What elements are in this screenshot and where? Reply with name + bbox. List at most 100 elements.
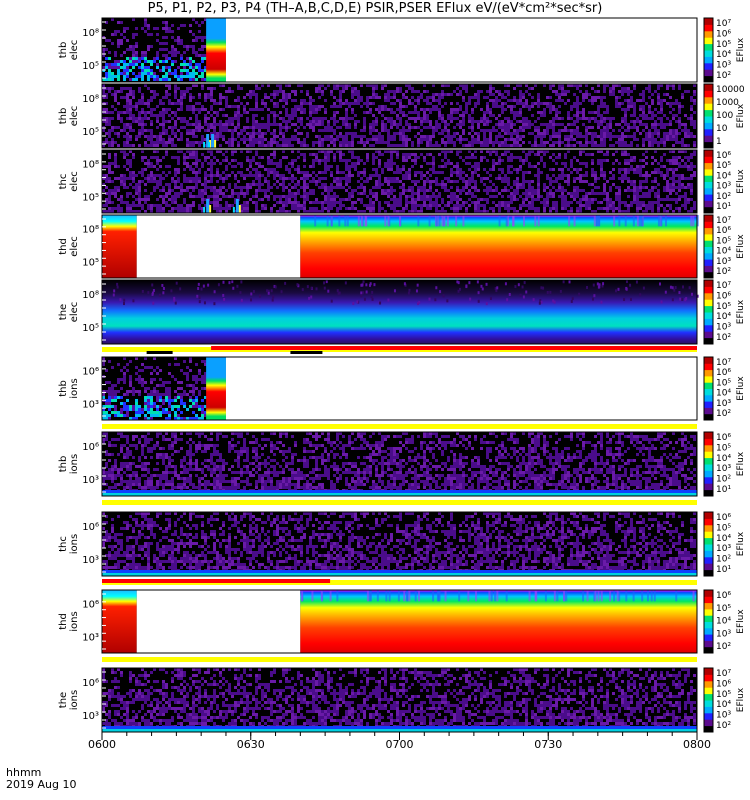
spectral-cell bbox=[216, 114, 219, 117]
spectral-cell bbox=[684, 195, 687, 198]
spectral-cell bbox=[180, 192, 183, 195]
spectral-cell bbox=[336, 177, 339, 180]
spectral-cell bbox=[126, 144, 129, 147]
spectral-cell bbox=[600, 207, 603, 210]
spectral-cell bbox=[423, 186, 426, 189]
spectral-cell bbox=[363, 174, 366, 177]
spectral-cell bbox=[333, 117, 336, 120]
spectral-cell bbox=[354, 168, 357, 171]
spectral-cell bbox=[372, 207, 375, 210]
spectral-cell bbox=[138, 114, 141, 117]
spectral-cell bbox=[284, 281, 287, 285]
spectral-cell bbox=[390, 189, 393, 192]
spectral-cell bbox=[624, 210, 627, 213]
spectral-cell bbox=[198, 75, 201, 78]
spectral-cell bbox=[585, 195, 588, 198]
spectral-cell bbox=[333, 123, 336, 126]
spectral-cell bbox=[117, 75, 120, 78]
spectral-cell bbox=[594, 174, 597, 177]
spectral-cell bbox=[207, 123, 210, 126]
spectral-cell bbox=[552, 174, 555, 177]
spectral-cell bbox=[396, 198, 399, 201]
colorbar-swatch bbox=[704, 156, 713, 164]
spectral-cell bbox=[126, 96, 129, 99]
spectral-cell bbox=[585, 180, 588, 183]
spectral-cell bbox=[156, 204, 159, 207]
spectral-cell bbox=[321, 117, 324, 120]
spectral-cell bbox=[345, 123, 348, 126]
spectral-cell bbox=[687, 198, 690, 201]
spectral-cell bbox=[309, 126, 312, 129]
spectral-cell bbox=[492, 168, 495, 171]
spectral-cell bbox=[543, 150, 546, 153]
spectral-cell bbox=[309, 114, 312, 117]
spectral-cell bbox=[219, 96, 222, 99]
spectral-cell bbox=[297, 180, 300, 183]
spectral-cell bbox=[402, 141, 405, 144]
spectral-cell bbox=[561, 198, 564, 201]
spectral-cell bbox=[144, 210, 147, 213]
spectral-cell bbox=[609, 117, 612, 120]
spectral-cell bbox=[246, 201, 249, 204]
spectral-cell bbox=[639, 293, 642, 297]
spectral-cell bbox=[387, 204, 390, 207]
spectral-cell bbox=[252, 90, 255, 93]
spectral-cell bbox=[336, 186, 339, 189]
spectral-cell bbox=[645, 87, 648, 90]
spectral-cell bbox=[498, 215, 501, 227]
spectral-cell bbox=[459, 177, 462, 180]
spectral-cell bbox=[555, 117, 558, 120]
spectral-cell bbox=[174, 174, 177, 177]
spectral-cell bbox=[390, 156, 393, 159]
spectral-cell bbox=[189, 168, 192, 171]
colorbar-swatch bbox=[704, 200, 713, 208]
spectral-cell bbox=[450, 111, 453, 114]
spectral-cell bbox=[570, 123, 573, 126]
spectral-cell bbox=[483, 189, 486, 192]
spectral-cell bbox=[399, 99, 402, 102]
spectral-cell bbox=[255, 96, 258, 99]
spectral-cell bbox=[672, 114, 675, 117]
spectral-cell bbox=[162, 132, 165, 135]
spectral-cell bbox=[237, 135, 240, 138]
spectral-cell bbox=[582, 123, 585, 126]
spectral-cell bbox=[621, 177, 624, 180]
spectral-cell bbox=[690, 168, 693, 171]
spectral-cell bbox=[276, 174, 279, 177]
spectral-cell bbox=[657, 102, 660, 105]
spectral-cell bbox=[186, 150, 189, 153]
spectral-cell bbox=[678, 189, 681, 192]
spectral-cell bbox=[393, 171, 396, 174]
spectral-cell bbox=[333, 120, 336, 123]
spectral-cell bbox=[219, 210, 222, 213]
spectral-cell bbox=[111, 180, 114, 183]
spectral-cell bbox=[639, 108, 642, 111]
spectral-cell bbox=[141, 168, 144, 171]
spectral-cell bbox=[138, 198, 141, 201]
spectral-cell bbox=[606, 153, 609, 156]
spectral-cell bbox=[168, 183, 171, 186]
spectral-cell bbox=[441, 207, 444, 210]
spectral-cell bbox=[123, 78, 126, 81]
spectral-cell bbox=[306, 144, 309, 147]
spectral-cell bbox=[516, 111, 519, 114]
spectral-cell bbox=[480, 129, 483, 132]
spectral-cell bbox=[456, 108, 459, 111]
spectral-cell bbox=[528, 192, 531, 195]
spectral-cell bbox=[627, 177, 630, 180]
spectral-cell bbox=[528, 108, 531, 111]
spectral-cell bbox=[660, 84, 663, 87]
spectral-cell bbox=[582, 117, 585, 120]
spectral-cell bbox=[549, 144, 552, 147]
spectral-cell bbox=[300, 120, 303, 123]
spectral-cell bbox=[198, 66, 201, 69]
spectral-cell bbox=[234, 111, 237, 114]
spectral-cell bbox=[513, 195, 516, 198]
spectral-cell bbox=[621, 144, 624, 147]
spectral-cell bbox=[417, 189, 420, 192]
spectral-cell bbox=[621, 93, 624, 96]
spectral-cell bbox=[177, 204, 180, 207]
spectral-cell bbox=[399, 201, 402, 204]
spectral-cell bbox=[393, 90, 396, 93]
spectral-cell bbox=[462, 114, 465, 117]
